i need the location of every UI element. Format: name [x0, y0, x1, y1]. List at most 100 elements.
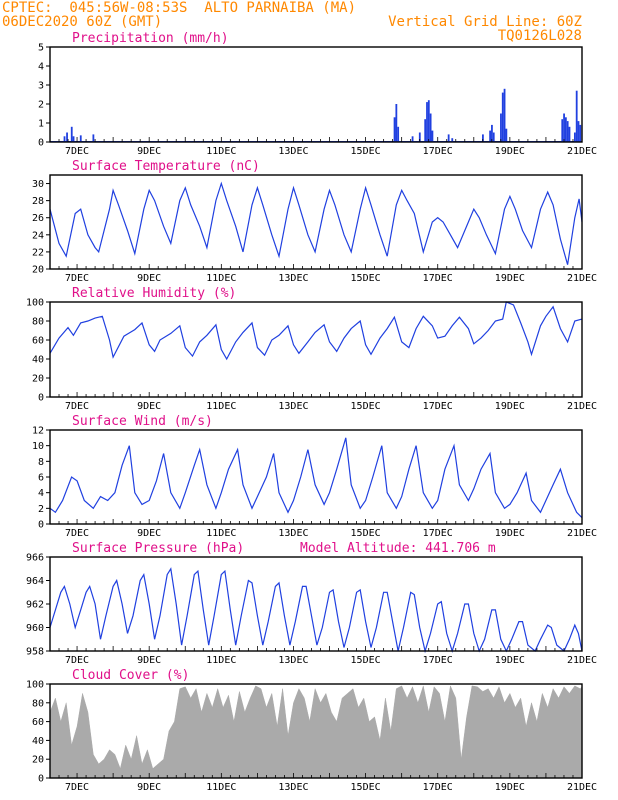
y-tick-label: 1 [38, 119, 44, 130]
precip-bar [501, 92, 504, 142]
x-tick-label: 15DEC [351, 273, 381, 284]
x-tick-label: 15DEC [351, 655, 381, 666]
precip-bar [491, 124, 493, 142]
y-tick-label: 60 [32, 336, 44, 347]
plot-frame [49, 683, 583, 779]
panel-title: Surface Pressure (hPa) [72, 541, 244, 556]
precip-bar [500, 113, 502, 142]
series-line [49, 301, 583, 361]
x-tick-label: 11DEC [206, 273, 236, 284]
y-tick-label: 4 [38, 62, 44, 73]
panel-title: Surface Temperature (nC) [72, 159, 260, 174]
model-code: TQ0126L028 [497, 28, 582, 44]
precip-bar [447, 134, 450, 142]
x-tick-label: 15DEC [351, 401, 381, 412]
x-tick-label: 11DEC [206, 146, 236, 157]
x-tick-label: 7DEC [65, 401, 89, 412]
x-tick-label: 17DEC [423, 655, 453, 666]
precip-bar [566, 121, 569, 142]
precip-bar [70, 126, 73, 142]
x-tick-label: 7DEC [65, 655, 89, 666]
x-tick-label: 19DEC [495, 146, 525, 157]
y-tick-label: 100 [26, 298, 44, 309]
x-tick-label: 11DEC [206, 528, 236, 539]
precip-bar [397, 126, 400, 142]
x-tick-label: 11DEC [206, 655, 236, 666]
x-tick-label: 13DEC [278, 655, 308, 666]
precip-bar [429, 113, 432, 142]
x-tick-label: 19DEC [495, 401, 525, 412]
y-tick-label: 28 [32, 196, 44, 207]
panel-title: Surface Wind (m/s) [72, 414, 213, 429]
precip-bar [505, 128, 508, 142]
y-tick-label: 0 [38, 138, 44, 149]
y-tick-label: 8 [38, 457, 44, 468]
y-tick-label: 60 [32, 717, 44, 728]
panel-annotation: Model Altitude: 441.706 m [300, 541, 496, 556]
precip-bar [431, 130, 434, 142]
precip-bar [79, 135, 82, 142]
date-header: 06DEC2020 60Z (GMT) [2, 14, 163, 30]
x-tick-label: 15DEC [351, 528, 381, 539]
x-tick-label: 19DEC [495, 528, 525, 539]
y-tick-label: 2 [38, 504, 44, 515]
plot-frame [49, 46, 583, 143]
grid-note: Vertical Grid Line: 60Z [388, 14, 582, 30]
precip-bar [575, 90, 578, 142]
x-tick-label: 21DEC [567, 146, 597, 157]
precip-bar [393, 117, 396, 142]
x-tick-label: 9DEC [137, 528, 161, 539]
x-tick-label: 21DEC [567, 782, 597, 793]
x-tick-label: 15DEC [351, 782, 381, 793]
x-tick-label: 9DEC [137, 146, 161, 157]
x-tick-label: 13DEC [278, 273, 308, 284]
x-tick-label: 19DEC [495, 273, 525, 284]
precip-bar [63, 136, 66, 142]
precip-bar [503, 88, 506, 142]
precip-bar [482, 134, 484, 142]
precip-bar [451, 138, 454, 142]
x-tick-label: 13DEC [278, 528, 308, 539]
x-tick-label: 21DEC [567, 655, 597, 666]
precip-bar [418, 132, 421, 142]
x-tick-label: 19DEC [495, 782, 525, 793]
series-line [49, 181, 583, 265]
y-tick-label: 20 [32, 755, 44, 766]
x-tick-label: 7DEC [65, 273, 89, 284]
x-tick-label: 13DEC [278, 782, 308, 793]
precip-bar [72, 136, 75, 142]
panel-title: Cloud Cover (%) [72, 668, 189, 683]
x-tick-label: 9DEC [137, 655, 161, 666]
panel-title: Precipitation (mm/h) [72, 31, 229, 46]
y-tick-label: 24 [32, 230, 44, 241]
precip-bar [561, 119, 564, 142]
x-tick-label: 9DEC [137, 401, 161, 412]
precip-bar [426, 102, 428, 142]
y-tick-label: 958 [26, 647, 44, 658]
y-tick-label: 4 [38, 488, 44, 499]
x-tick-label: 9DEC [137, 273, 161, 284]
plot-frame [49, 301, 583, 398]
x-tick-label: 21DEC [567, 528, 597, 539]
precip-bar [492, 132, 495, 142]
cloud-area [49, 684, 583, 779]
x-tick-label: 21DEC [567, 273, 597, 284]
y-tick-label: 22 [32, 247, 44, 258]
x-tick-label: 7DEC [65, 528, 89, 539]
plot-frame [49, 556, 583, 652]
plot-frame [49, 174, 583, 270]
y-tick-label: 964 [26, 576, 44, 587]
precip-bar [395, 104, 398, 142]
x-tick-label: 19DEC [495, 655, 525, 666]
precip-bar [489, 130, 492, 142]
y-tick-label: 962 [26, 600, 44, 611]
y-tick-label: 80 [32, 317, 44, 328]
y-tick-label: 80 [32, 698, 44, 709]
x-tick-label: 17DEC [423, 273, 453, 284]
x-tick-label: 9DEC [137, 782, 161, 793]
precip-bar [564, 117, 567, 142]
panel-title: Relative Humidity (%) [72, 286, 236, 301]
y-tick-label: 966 [26, 553, 44, 564]
plot-frame [49, 429, 583, 525]
